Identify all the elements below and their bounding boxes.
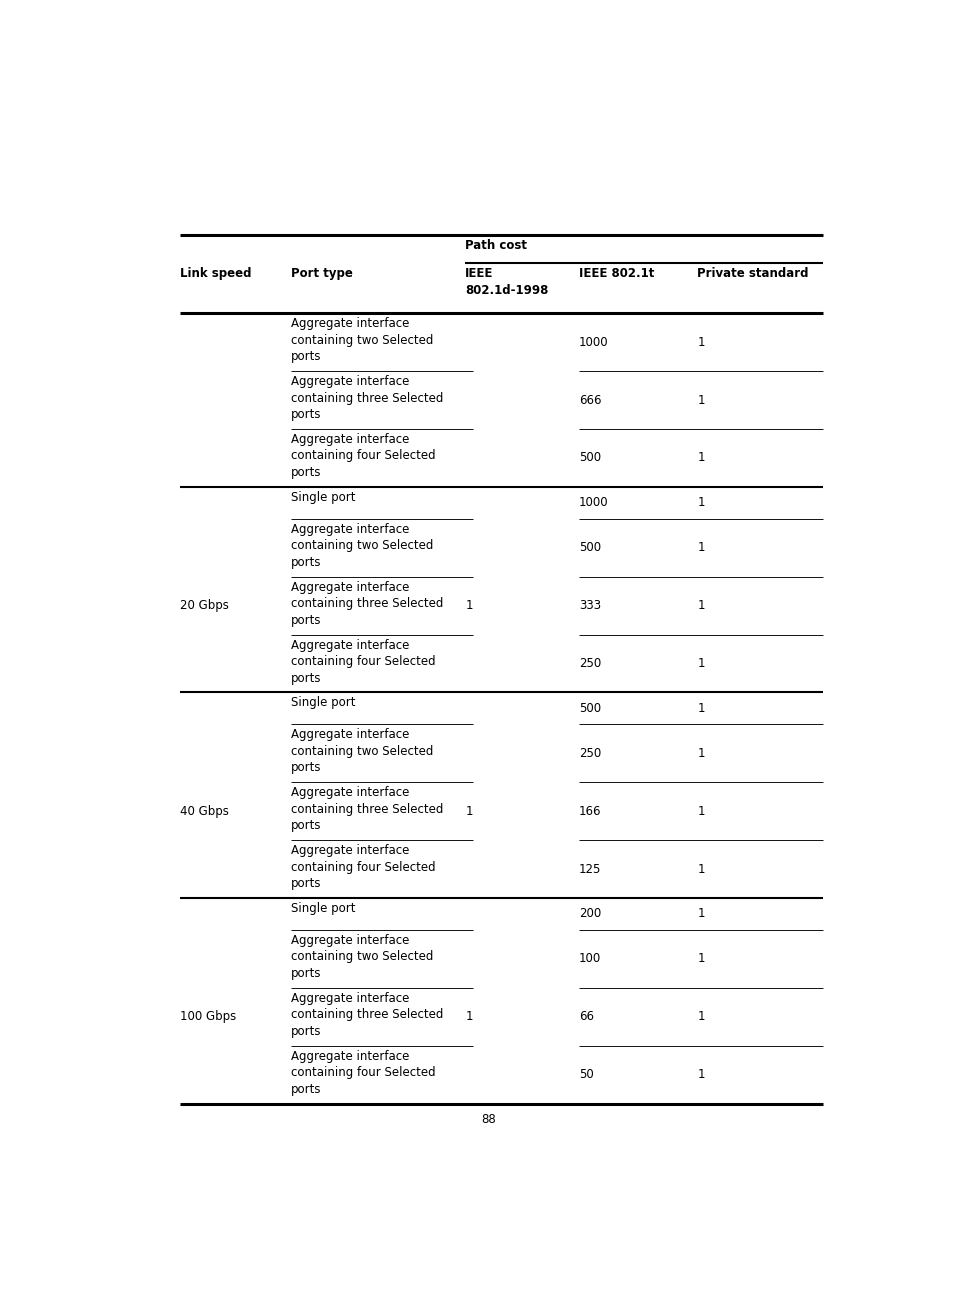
Text: Path cost: Path cost: [465, 240, 527, 253]
Text: 1: 1: [697, 542, 704, 555]
Text: 1: 1: [697, 336, 704, 349]
Text: Aggregate interface
containing three Selected
ports: Aggregate interface containing three Sel…: [291, 375, 443, 421]
Text: Aggregate interface
containing three Selected
ports: Aggregate interface containing three Sel…: [291, 581, 443, 627]
Text: 1: 1: [697, 496, 704, 509]
Text: 333: 333: [578, 599, 600, 612]
Text: IEEE 802.1t: IEEE 802.1t: [578, 267, 654, 280]
Text: 20 Gbps: 20 Gbps: [180, 599, 229, 612]
Text: 200: 200: [578, 907, 600, 920]
Text: 500: 500: [578, 702, 600, 715]
Text: 666: 666: [578, 394, 601, 407]
Text: 66: 66: [578, 1010, 594, 1024]
Text: IEEE
802.1d-1998: IEEE 802.1d-1998: [465, 267, 548, 297]
Text: Aggregate interface
containing three Selected
ports: Aggregate interface containing three Sel…: [291, 991, 443, 1038]
Text: 250: 250: [578, 746, 600, 759]
Text: 1: 1: [697, 702, 704, 715]
Text: Link speed: Link speed: [180, 267, 251, 280]
Text: Port type: Port type: [291, 267, 353, 280]
Text: Aggregate interface
containing four Selected
ports: Aggregate interface containing four Sele…: [291, 1050, 435, 1095]
Text: 1: 1: [697, 953, 704, 966]
Text: 1: 1: [697, 657, 704, 670]
Text: Single port: Single port: [291, 696, 355, 709]
Text: 1: 1: [697, 907, 704, 920]
Text: 500: 500: [578, 451, 600, 464]
Text: 50: 50: [578, 1068, 594, 1081]
Text: 1: 1: [697, 746, 704, 759]
Text: 1: 1: [465, 805, 473, 818]
Text: Aggregate interface
containing two Selected
ports: Aggregate interface containing two Selec…: [291, 934, 433, 980]
Text: 166: 166: [578, 805, 601, 818]
Text: 100 Gbps: 100 Gbps: [180, 1010, 236, 1024]
Text: 1: 1: [697, 599, 704, 612]
Text: Single port: Single port: [291, 491, 355, 504]
Text: 1: 1: [697, 1010, 704, 1024]
Text: 1: 1: [465, 1010, 473, 1024]
Text: Private standard: Private standard: [697, 267, 808, 280]
Text: Aggregate interface
containing two Selected
ports: Aggregate interface containing two Selec…: [291, 728, 433, 774]
Text: 1: 1: [697, 1068, 704, 1081]
Text: 1: 1: [697, 863, 704, 876]
Text: 1000: 1000: [578, 496, 608, 509]
Text: 88: 88: [481, 1113, 496, 1126]
Text: 500: 500: [578, 542, 600, 555]
Text: 40 Gbps: 40 Gbps: [180, 805, 229, 818]
Text: Single port: Single port: [291, 902, 355, 915]
Text: Aggregate interface
containing two Selected
ports: Aggregate interface containing two Selec…: [291, 522, 433, 569]
Text: Aggregate interface
containing two Selected
ports: Aggregate interface containing two Selec…: [291, 318, 433, 363]
Text: Aggregate interface
containing three Selected
ports: Aggregate interface containing three Sel…: [291, 787, 443, 832]
Text: 125: 125: [578, 863, 601, 876]
Text: Aggregate interface
containing four Selected
ports: Aggregate interface containing four Sele…: [291, 844, 435, 890]
Text: 1: 1: [697, 451, 704, 464]
Text: 1: 1: [465, 599, 473, 612]
Text: 100: 100: [578, 953, 600, 966]
Text: 1: 1: [697, 805, 704, 818]
Text: 1: 1: [697, 394, 704, 407]
Text: 250: 250: [578, 657, 600, 670]
Text: Aggregate interface
containing four Selected
ports: Aggregate interface containing four Sele…: [291, 433, 435, 480]
Text: 1000: 1000: [578, 336, 608, 349]
Text: Aggregate interface
containing four Selected
ports: Aggregate interface containing four Sele…: [291, 639, 435, 684]
